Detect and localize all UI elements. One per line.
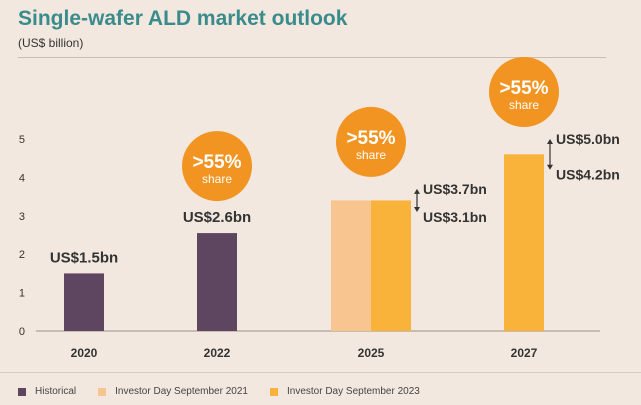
legend-label-investor-day-2023: Investor Day September 2023: [286, 386, 420, 397]
share-bubble-2027: [489, 57, 559, 127]
range-high-label-2025: US$3.7bn: [423, 181, 487, 197]
range-arrowhead-up-2027: [547, 139, 553, 144]
bar-2025-investor-day-2023: [371, 200, 411, 331]
x-tick-label-2027: 2027: [511, 346, 538, 360]
y-tick-label-0: 0: [19, 326, 25, 338]
range-low-label-2025: US$3.1bn: [423, 209, 487, 225]
bar-2022-historical: [197, 233, 237, 331]
chart-title: Single-wafer ALD market outlook: [18, 7, 348, 30]
range-high-label-2027: US$5.0bn: [556, 131, 620, 147]
bar-chart: 0 1 2 3 4 5 2020 2022 2025 2027 US$1.5bn US$2.6bn US…: [19, 57, 620, 360]
legend-label-historical: Historical: [35, 386, 77, 397]
share-bubble-2025: [336, 106, 406, 177]
chart-subtitle: (US$ billion): [18, 36, 84, 50]
x-tick-label-2025: 2025: [358, 346, 385, 360]
legend-swatch-investor-day-2023: [269, 387, 278, 396]
bar-2025-investor-day-2021: [331, 200, 371, 331]
range-arrowhead-down-2025: [414, 206, 420, 212]
range-arrowhead-down-2027: [547, 164, 553, 170]
share-bubble-value-2027: >55%: [499, 78, 548, 99]
legend-item-historical: Historical: [18, 386, 76, 397]
header-divider: [18, 57, 606, 58]
legend-item-investor-day-2023: Investor Day September 2023: [269, 386, 420, 397]
chart-legend: Historical Investor Day September 2021 I…: [18, 386, 442, 397]
legend-divider: [0, 372, 641, 373]
y-tick-label-4: 4: [19, 172, 25, 184]
legend-item-investor-day-2021: Investor Day September 2021: [98, 386, 248, 397]
share-bubble-value-2022: >55%: [192, 152, 241, 173]
bar-2020-historical: [64, 273, 104, 331]
legend-swatch-investor-day-2021: [98, 387, 107, 396]
range-arrowhead-up-2025: [414, 188, 420, 194]
share-bubble-label-2022: share: [202, 172, 232, 186]
y-tick-label-5: 5: [19, 134, 25, 146]
y-tick-label-1: 1: [19, 288, 25, 300]
share-bubble-label-2027: share: [509, 98, 539, 112]
x-tick-label-2020: 2020: [71, 346, 98, 360]
x-tick-label-2022: 2022: [204, 346, 231, 360]
share-bubble-2022: [182, 131, 252, 202]
bar-label-2022: US$2.6bn: [183, 209, 251, 226]
bar-2027-investor-day-2023: [504, 154, 544, 331]
bar-label-2020: US$1.5bn: [50, 249, 118, 266]
y-tick-label-3: 3: [19, 211, 25, 223]
share-bubble-label-2025: share: [356, 148, 386, 162]
share-bubble-value-2025: >55%: [346, 128, 395, 149]
range-low-label-2027: US$4.2bn: [556, 167, 620, 183]
legend-label-investor-day-2021: Investor Day September 2021: [115, 386, 248, 397]
legend-swatch-historical: [18, 387, 26, 396]
y-tick-label-2: 2: [19, 249, 25, 261]
